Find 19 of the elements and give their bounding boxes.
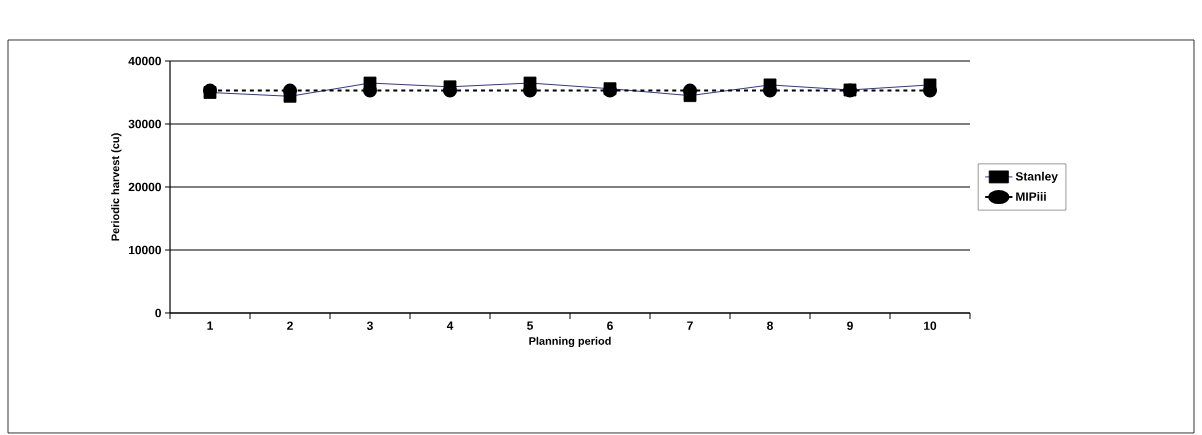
x-tick-label: 3 — [366, 321, 373, 330]
x-tick-label: 8 — [767, 321, 773, 330]
y-tick-label: 30000 — [128, 119, 161, 129]
y-tick-label: 0 — [155, 308, 161, 318]
y-tick-label: 20000 — [128, 182, 161, 192]
x-tick-label: 6 — [607, 321, 613, 330]
legend-label: Stanley — [1015, 171, 1058, 183]
x-tick-label: 2 — [287, 321, 293, 330]
y-axis-title: Periodic harvest (cu) — [111, 133, 122, 241]
x-tick-label: 5 — [527, 321, 533, 330]
legend-label: MIPiii — [1016, 191, 1046, 201]
x-axis-title: Planning period — [529, 336, 611, 348]
y-tick-label: 40000 — [128, 56, 161, 66]
x-tick-label: 4 — [446, 321, 454, 330]
x-tick-label: 9 — [847, 321, 853, 330]
x-tick-label: 7 — [687, 321, 693, 330]
x-tick-label: 1 — [207, 321, 213, 330]
y-tick-label: 10000 — [129, 245, 161, 255]
x-tick-label: 10 — [924, 321, 937, 330]
